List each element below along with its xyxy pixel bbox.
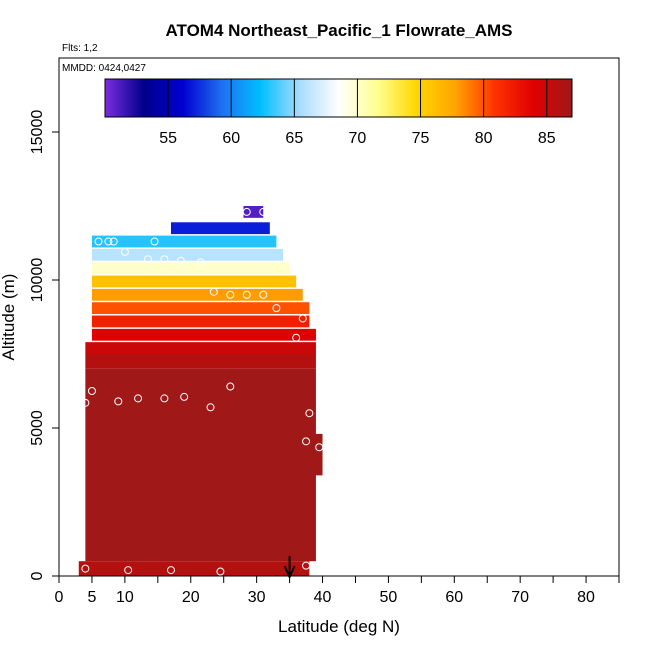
x-tick-label: 60 <box>445 589 463 606</box>
heatmap-cell <box>78 561 310 576</box>
sample-point <box>143 255 152 264</box>
sample-point <box>114 397 123 406</box>
sample-point <box>160 394 169 403</box>
plot-frame <box>58 57 620 577</box>
sample-point <box>160 255 169 264</box>
sample-point <box>109 237 118 246</box>
sample-point <box>305 409 314 418</box>
x-tick-label: 5 <box>87 589 96 606</box>
x-tick-label: 50 <box>380 589 398 606</box>
y-axis: 0 5000 10000 15000 <box>29 110 59 580</box>
colorbar-tick-label: 80 <box>475 130 493 147</box>
x-tick-label: 70 <box>511 589 529 606</box>
y-tick-label: 15000 <box>29 110 46 155</box>
y-tick-label: 0 <box>29 571 46 580</box>
x-axis-label: Latitude (deg N) <box>278 617 400 636</box>
heatmap-cell <box>91 262 290 275</box>
heatmap-cell <box>91 288 303 301</box>
sample-point <box>87 387 96 395</box>
colorbar-tick-label: 55 <box>159 130 177 147</box>
heatmap-cell <box>91 302 310 315</box>
heatmap-cell <box>91 315 310 328</box>
heatmap-cells <box>78 206 323 576</box>
sample-point <box>81 398 90 407</box>
sample-point <box>120 247 129 256</box>
heatmap-cell <box>91 235 277 248</box>
heatmap-cell <box>309 433 323 476</box>
x-tick-label: 20 <box>182 589 200 606</box>
colorbar-tick-label: 85 <box>538 130 556 147</box>
sample-points <box>81 207 324 576</box>
sample-point <box>226 290 235 299</box>
sample-point <box>216 567 225 576</box>
colorbar: 55 60 65 70 75 80 85 <box>104 78 573 147</box>
colorbar-bar <box>104 78 573 118</box>
colorbar-tick-label: 60 <box>222 130 240 147</box>
x-tick-label: 40 <box>314 589 332 606</box>
heatmap-cell <box>171 222 270 235</box>
sample-point <box>167 566 175 575</box>
heatmap-cell <box>85 368 316 562</box>
sample-point <box>134 394 143 403</box>
colorbar-tick-label: 75 <box>412 130 430 147</box>
x-tick-label: 80 <box>577 589 595 606</box>
flights-label: Flts: 1,2 <box>62 43 98 54</box>
sample-point <box>209 287 218 296</box>
sample-point <box>206 403 215 412</box>
sample-point <box>226 382 235 391</box>
sample-point <box>259 207 268 216</box>
sample-point <box>242 290 251 299</box>
colorbar-tick-label: 70 <box>349 130 367 147</box>
sample-point <box>196 258 205 267</box>
chart-title: ATOM4 Northeast_Pacific_1 Flowrate_AMS <box>165 21 512 40</box>
heatmap-cell <box>243 206 264 218</box>
heatmap-cell <box>85 354 316 369</box>
y-tick-label: 5000 <box>29 410 46 446</box>
x-axis: 0 5 10 20 30 40 50 60 70 80 <box>55 576 620 606</box>
x-tick-label: 0 <box>55 589 64 606</box>
location-arrow <box>283 556 296 580</box>
sample-point <box>259 290 268 299</box>
y-tick-label: 10000 <box>29 258 46 303</box>
colorbar-tick-label: 65 <box>285 130 303 147</box>
sample-point <box>176 256 185 265</box>
dates-label: MMDD: 0424,0427 <box>62 63 146 74</box>
sample-point <box>94 237 103 246</box>
sample-point <box>180 392 189 401</box>
heatmap-cell <box>85 342 316 354</box>
x-tick-label: 10 <box>116 589 134 606</box>
y-axis-label: Altitude (m) <box>0 274 18 361</box>
sample-point <box>104 237 113 246</box>
sample-point <box>272 304 281 313</box>
sample-point <box>124 566 133 575</box>
sample-point <box>298 314 307 323</box>
heatmap-cell <box>91 248 283 261</box>
sample-point <box>302 437 311 446</box>
heatmap-cell <box>91 275 297 288</box>
sample-point <box>242 207 251 216</box>
sample-point <box>150 237 159 246</box>
sample-point <box>292 333 301 342</box>
sample-point <box>81 564 90 573</box>
arrow-head <box>283 565 296 580</box>
heatmap-cell <box>91 328 316 341</box>
sample-point <box>302 561 311 570</box>
x-tick-label: 30 <box>248 589 266 606</box>
sample-point <box>315 443 324 452</box>
